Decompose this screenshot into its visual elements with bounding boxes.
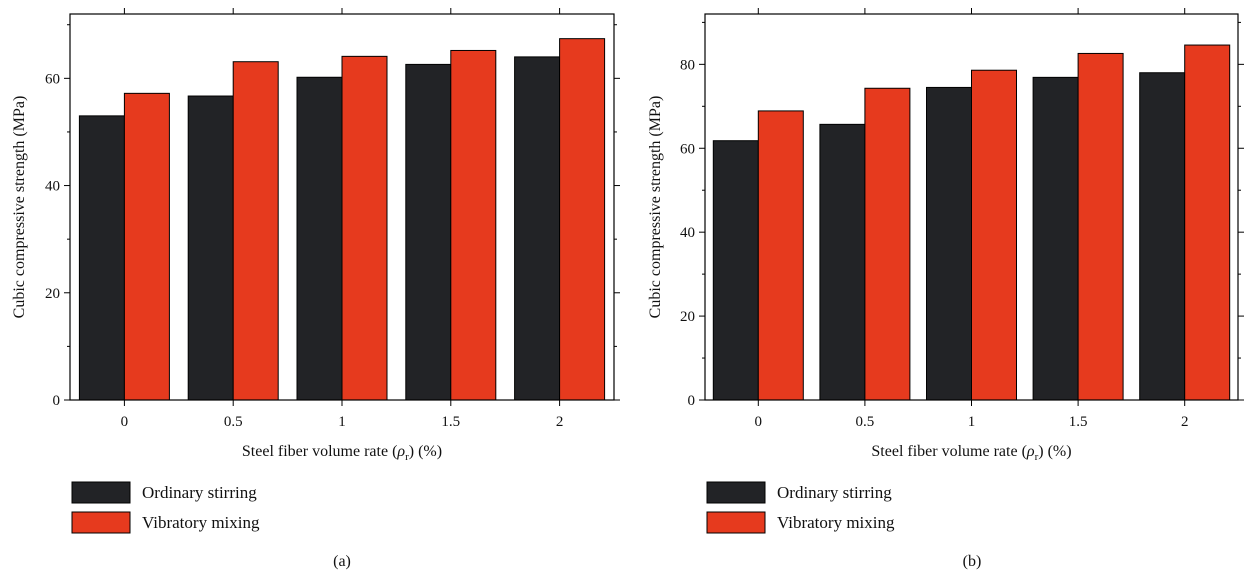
bar-ordinary-stirring-1 [926, 86, 972, 401]
legend-swatch-vibratory-mixing [706, 511, 766, 534]
bar-vibratory-mixing-0 [757, 110, 804, 401]
legend-swatch-ordinary-stirring [706, 481, 766, 504]
bar-ordinary-stirring-1.5 [1032, 76, 1079, 401]
legend-swatch-ordinary-stirring [71, 481, 131, 504]
x-tick-label: 0 [121, 414, 129, 430]
x-tick-label: 1.5 [441, 414, 460, 430]
x-tick-label: 2 [556, 414, 564, 430]
y-tick-label: 40 [45, 179, 60, 195]
bar-ordinary-stirring-2 [514, 56, 561, 401]
x-axis-label: Steel fiber volume rate (ρr) (%) [871, 443, 1071, 463]
y-tick-label: 60 [45, 71, 60, 87]
y-tick-label: 0 [53, 393, 61, 409]
legend-label-ordinary-stirring: Ordinary stirring [142, 483, 257, 502]
bar-ordinary-stirring-1.5 [405, 63, 452, 401]
legend-label-vibratory-mixing: Vibratory mixing [142, 513, 260, 532]
bar-vibratory-mixing-0.5 [864, 87, 911, 401]
bar-vibratory-mixing-2 [559, 38, 606, 401]
y-tick-label: 0 [688, 393, 696, 409]
x-tick-label: 0.5 [856, 414, 875, 430]
x-tick-label: 1.5 [1069, 414, 1088, 430]
bar-vibratory-mixing-1.5 [450, 49, 497, 401]
panel-label: (a) [333, 553, 351, 570]
x-tick-label: 2 [1181, 414, 1189, 430]
panel-label: (b) [963, 553, 982, 570]
bar-vibratory-mixing-2 [1184, 44, 1231, 401]
y-tick-label: 20 [45, 286, 60, 302]
legend-label-vibratory-mixing: Vibratory mixing [777, 513, 895, 532]
bar-ordinary-stirring-0 [78, 115, 125, 401]
y-axis-label: Cubic compressive strength (MPa) [647, 96, 664, 319]
chart-panel-2: 0 20 40 60 80 0 0.5 1 1.5 2 Steel fiber volume rat… [647, 8, 1244, 570]
bar-ordinary-stirring-1 [296, 76, 343, 401]
x-tick-label: 0 [755, 414, 763, 430]
bar-vibratory-mixing-1 [971, 69, 1017, 401]
x-tick-label: 1 [968, 414, 976, 430]
y-axis-label: Cubic compressive strength (MPa) [11, 96, 28, 319]
y-tick-label: 40 [680, 225, 695, 241]
bar-ordinary-stirring-0 [712, 140, 759, 401]
bar-vibratory-mixing-0 [123, 92, 170, 401]
chart-panel-1: 0 20 40 60 0 0.5 1 1.5 2 Steel fiber volume rate … [11, 8, 620, 570]
legend-label-ordinary-stirring: Ordinary stirring [777, 483, 892, 502]
legend-swatch-vibratory-mixing [71, 511, 131, 534]
bar-vibratory-mixing-1 [341, 55, 388, 401]
x-axis-label: Steel fiber volume rate (ρr) (%) [242, 443, 442, 463]
y-tick-label: 20 [680, 309, 695, 325]
y-tick-label: 80 [680, 57, 695, 73]
x-tick-label: 0.5 [224, 414, 243, 430]
y-tick-label: 60 [680, 141, 695, 157]
bar-ordinary-stirring-2 [1139, 72, 1186, 401]
x-tick-label: 1 [338, 414, 346, 430]
bar-vibratory-mixing-1.5 [1077, 52, 1124, 401]
bar-vibratory-mixing-0.5 [232, 61, 279, 401]
bar-ordinary-stirring-0.5 [819, 123, 866, 401]
bar-ordinary-stirring-0.5 [187, 95, 234, 401]
